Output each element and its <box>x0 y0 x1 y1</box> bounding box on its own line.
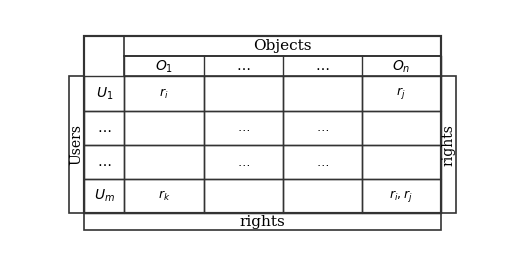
Bar <box>84 145 124 179</box>
Bar <box>84 36 441 213</box>
Text: Users: Users <box>70 124 83 165</box>
Text: $\ldots$: $\ldots$ <box>237 121 249 134</box>
Bar <box>361 111 441 145</box>
Text: $\ldots$: $\ldots$ <box>97 155 112 169</box>
Bar <box>361 145 441 179</box>
Bar <box>283 179 361 213</box>
Bar <box>84 213 441 230</box>
Bar <box>203 76 283 111</box>
Text: $r_k$: $r_k$ <box>158 189 170 203</box>
Text: rights: rights <box>240 215 285 229</box>
Bar <box>283 145 361 179</box>
Bar <box>124 111 203 145</box>
Text: $r_i, r_j$: $r_i, r_j$ <box>389 188 413 204</box>
Bar <box>84 36 441 213</box>
Text: $U_1$: $U_1$ <box>96 85 113 102</box>
Text: $r_j$: $r_j$ <box>396 86 406 101</box>
Text: $\ldots$: $\ldots$ <box>315 59 329 73</box>
Bar <box>361 76 441 111</box>
Text: $\ldots$: $\ldots$ <box>97 121 112 135</box>
Text: $\ldots$: $\ldots$ <box>236 59 250 73</box>
Text: Objects: Objects <box>253 39 312 53</box>
Bar <box>283 111 361 145</box>
Bar <box>84 111 124 145</box>
Bar <box>84 179 124 213</box>
Text: $r_i$: $r_i$ <box>159 86 169 101</box>
Text: $O_n$: $O_n$ <box>392 58 410 74</box>
Bar <box>361 179 441 213</box>
Bar <box>124 56 441 76</box>
Bar <box>124 76 203 111</box>
Bar <box>283 76 361 111</box>
Text: $\ldots$: $\ldots$ <box>237 155 249 168</box>
Bar <box>84 76 124 111</box>
Bar <box>203 111 283 145</box>
Text: $\ldots$: $\ldots$ <box>315 121 329 134</box>
Text: $U_m$: $U_m$ <box>94 188 115 204</box>
Bar <box>203 145 283 179</box>
Text: $\ldots$: $\ldots$ <box>315 155 329 168</box>
Text: rights: rights <box>441 124 455 166</box>
Bar <box>124 36 441 56</box>
Bar <box>69 76 84 213</box>
Bar <box>203 179 283 213</box>
Bar <box>441 76 456 213</box>
Bar <box>124 145 203 179</box>
Text: $O_1$: $O_1$ <box>155 58 173 74</box>
Bar <box>124 179 203 213</box>
